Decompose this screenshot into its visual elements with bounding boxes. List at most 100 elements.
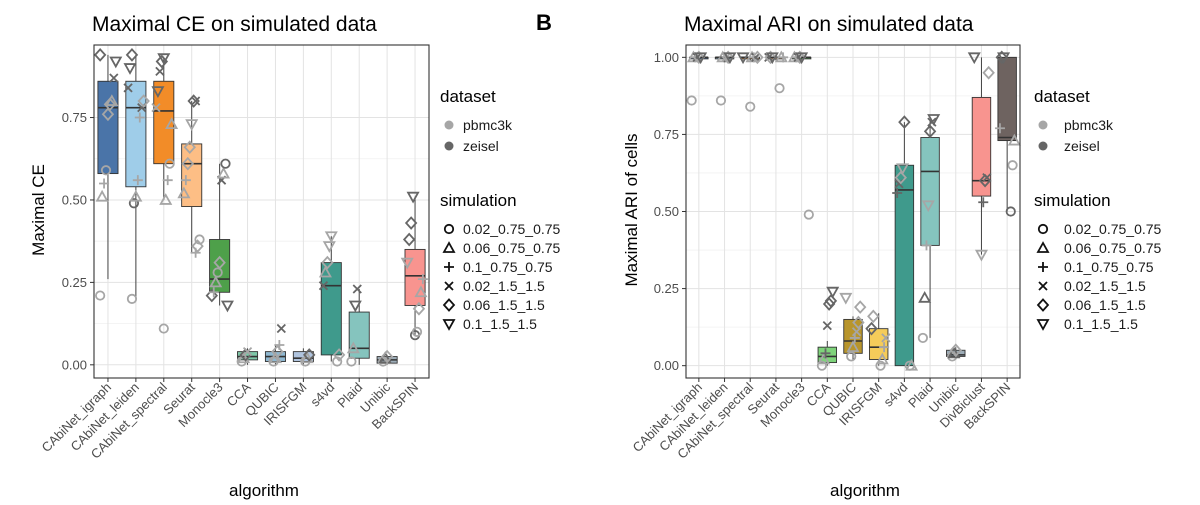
chart-b-box-CAbiNet_leiden [714, 50, 737, 106]
chart-b-box-CAbiNet_spectral [736, 50, 764, 112]
point-diamond [404, 216, 418, 230]
point-diamond [181, 156, 195, 171]
point-diamond [213, 255, 226, 270]
point-cross [242, 346, 253, 357]
legend-b-keys [1036, 120, 1050, 331]
point-triangle [875, 352, 889, 365]
chart-b-ytick-label: 0.75 [654, 127, 679, 142]
point-triangle [947, 346, 961, 359]
point-plus [134, 112, 145, 123]
chart-a-box-Monocle3 [205, 158, 234, 313]
point-cross [151, 103, 161, 113]
point-triangle-down [324, 231, 338, 244]
point-circle [128, 198, 140, 209]
point-circle [126, 293, 138, 304]
chart-a-box-BackSPIN [400, 191, 428, 341]
chart-a-ytick-label: 0.25 [62, 275, 87, 290]
chart-b-ytick-label: 0.50 [654, 204, 679, 219]
point-plus [748, 52, 759, 63]
chart-a-title: Maximal CE on simulated data [92, 13, 377, 36]
point-triangle-down [157, 53, 171, 66]
point-plus [879, 342, 890, 353]
point-cross [155, 66, 165, 77]
chart-b-box-Monocle3 [787, 50, 814, 220]
point-cross [982, 172, 992, 183]
chart-b-box-Seurat [764, 50, 789, 94]
point-diamond [867, 309, 880, 324]
point-triangle [209, 275, 223, 288]
chart-b-ytick-label: 1.00 [654, 50, 679, 65]
point-triangle [846, 340, 860, 353]
point-triangle-down [795, 52, 809, 65]
point-diamond [898, 115, 911, 129]
point-diamond [402, 232, 416, 247]
point-diamond [103, 97, 117, 112]
point-triangle-down [185, 119, 199, 131]
legend-b-simulation-title: simulation [1034, 191, 1111, 210]
chart-b-box-s4vd [892, 115, 919, 371]
legend-a-shape-key [442, 319, 456, 331]
point-triangle-down [694, 52, 708, 65]
point-cross [881, 333, 891, 343]
legend-a-dataset-key [444, 120, 454, 130]
legend-a-dataset-pbmc3k: pbmc3k [463, 117, 513, 133]
chart-b-box-DivBiclust [967, 52, 995, 262]
panel-label-b: B [536, 10, 552, 35]
legend-a-shape-key [442, 241, 456, 253]
legend-b-sim-0: 0.02_0.75_0.75 [1064, 221, 1162, 237]
point-circle [846, 351, 857, 362]
point-diamond [764, 50, 777, 65]
point-circle [100, 165, 112, 176]
chart-a-box-CCA [236, 346, 259, 367]
point-plus [99, 178, 110, 189]
point-triangle-down [151, 86, 165, 99]
point-diamond [751, 50, 764, 65]
point-circle [715, 95, 727, 106]
point-triangle-down [220, 300, 234, 313]
box-iqr [348, 311, 370, 359]
point-plus [417, 274, 428, 285]
point-triangle [217, 166, 231, 179]
point-diamond [183, 140, 196, 155]
point-diamond [853, 300, 867, 314]
point-circle [220, 158, 231, 169]
point-triangle [95, 189, 109, 202]
point-diamond [982, 65, 995, 80]
point-circle [803, 209, 814, 220]
legend-a-sim-3: 0.02_1.5_1.5 [463, 278, 545, 294]
legend-b-shape-key [1036, 241, 1050, 253]
point-triangle-down [974, 249, 988, 262]
point-triangle [237, 351, 251, 364]
point-circle [774, 83, 785, 94]
legend-b-shape-key [1036, 298, 1050, 312]
chart-a-box-CAbiNet_leiden [123, 48, 150, 304]
point-triangle-down [348, 300, 362, 313]
legend-b-sim-1: 0.06_0.75_0.75 [1064, 240, 1162, 256]
point-diamond [852, 315, 865, 330]
chart-a-ylabel: Maximal CE [29, 164, 48, 256]
point-triangle-down [400, 257, 414, 270]
chart-a-box-Plaid [346, 284, 370, 367]
point-cross [190, 96, 201, 106]
chart-b-ytick-label: 0.25 [654, 281, 679, 296]
point-triangle [905, 358, 919, 371]
legend-a-shape-key [444, 281, 454, 291]
box-iqr [894, 164, 915, 367]
chart-b-xlabel: algorithm [830, 481, 900, 500]
point-diamond [995, 50, 1008, 65]
point-triangle [129, 189, 143, 202]
legend-a-dataset-zeisel: zeisel [463, 138, 499, 154]
legend-a-sim-1: 0.06_0.75_0.75 [463, 240, 561, 256]
point-triangle [300, 351, 314, 364]
chart-a-ytick-label: 0.00 [62, 357, 87, 372]
point-plus [921, 240, 932, 251]
point-triangle [159, 193, 173, 205]
chart-a-box-CAbiNet_igraph [93, 48, 123, 301]
point-circle [816, 360, 828, 371]
point-plus [274, 340, 285, 351]
point-cross [276, 323, 286, 334]
point-circle [411, 326, 423, 337]
point-circle [164, 158, 175, 169]
legend-b-shape-key [1038, 281, 1048, 291]
